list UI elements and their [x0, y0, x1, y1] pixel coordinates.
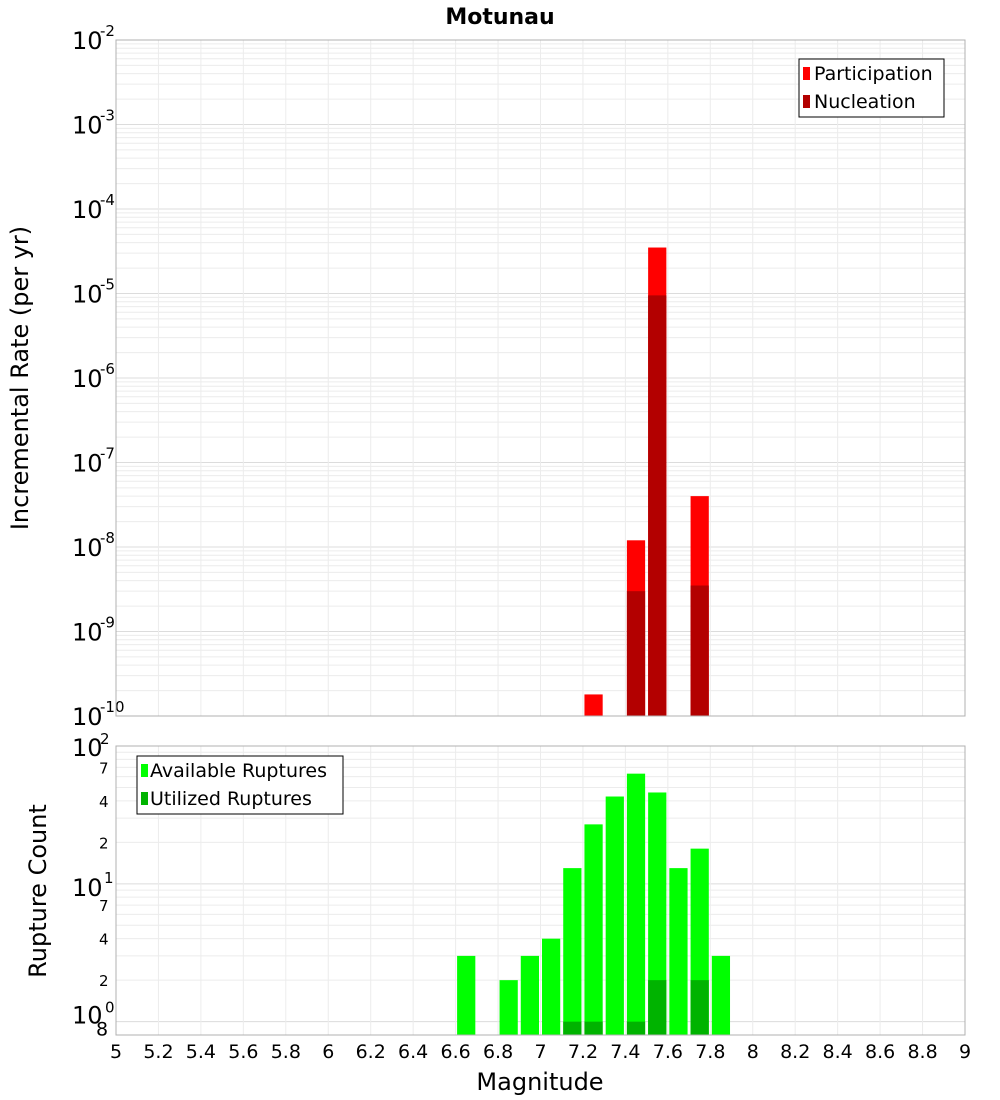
x-tick-label: 6.8: [483, 1041, 513, 1063]
y-tick-base: 10: [72, 281, 103, 309]
y-tick-base: 10: [72, 619, 103, 647]
bar-nucleation: [690, 585, 709, 716]
y-tick-base: 10: [72, 365, 103, 393]
y-tick-exponent: 1: [104, 869, 114, 887]
y-tick-minor: 4: [99, 793, 109, 811]
legend-swatch-utilized: [141, 792, 148, 805]
x-tick-label: 6.2: [356, 1041, 386, 1063]
x-tick-label: 6.6: [440, 1041, 470, 1063]
bar-available: [669, 868, 688, 1035]
bar-utilized: [584, 1021, 603, 1035]
x-tick-label: 8.4: [823, 1041, 853, 1063]
bar-available: [457, 955, 476, 1035]
bar-available: [520, 955, 539, 1035]
legend-label-nucleation: Nucleation: [814, 91, 916, 113]
y-tick-minor: 7: [99, 897, 109, 915]
bar-utilized: [563, 1021, 582, 1035]
y-tick-base: 10: [72, 196, 103, 224]
top-legend: Participation Nucleation: [798, 58, 945, 118]
bar-available: [626, 773, 646, 1035]
bar-utilized: [690, 980, 709, 1035]
bar-nucleation: [626, 591, 646, 716]
bar-available: [499, 980, 518, 1035]
y-tick-base: 10: [72, 450, 103, 478]
bar-utilized: [648, 980, 667, 1035]
bar-utilized: [626, 1021, 646, 1035]
bar-available: [605, 796, 624, 1035]
y-tick-minor: 2: [99, 834, 109, 852]
y-tick-exponent: -7: [100, 445, 115, 463]
x-tick-label: 7.6: [653, 1041, 683, 1063]
y-tick-exponent: 2: [100, 730, 110, 748]
top-y-axis-label: Incremental Rate (per yr): [6, 226, 34, 530]
y-tick-base: 10: [72, 1002, 103, 1030]
x-tick-label: 7: [534, 1041, 546, 1063]
x-tick-label: 8.6: [865, 1041, 895, 1063]
x-tick-label: 7.4: [610, 1041, 640, 1063]
legend-label-participation: Participation: [814, 63, 933, 85]
bottom-legend: Available Ruptures Utilized Ruptures: [136, 755, 344, 815]
y-tick-exponent: -2: [100, 22, 115, 40]
x-tick-label: 6: [322, 1041, 334, 1063]
y-tick-base: 10: [72, 874, 103, 902]
top-bars: [584, 247, 709, 716]
bottom-legend-box: [136, 755, 344, 815]
top-legend-box: [798, 58, 945, 118]
bottom-y-axis-label: Rupture Count: [24, 804, 52, 978]
x-tick-label: 7.2: [568, 1041, 598, 1063]
y-tick-exponent: -10: [100, 698, 125, 716]
bar-available: [584, 824, 603, 1035]
y-tick-exponent: 0: [105, 999, 115, 1017]
x-tick-label: 7.8: [695, 1041, 725, 1063]
bar-available: [563, 868, 582, 1035]
legend-swatch-available: [141, 764, 148, 777]
y-tick-exponent: -9: [100, 614, 115, 632]
x-tick-label: 5: [110, 1041, 122, 1063]
y-tick-exponent: -8: [100, 529, 115, 547]
y-tick-base: 10: [72, 734, 103, 762]
x-tick-label: 9: [959, 1041, 971, 1063]
x-tick-labels: 5 5.2 5.4 5.6 5.8 6 6.2 6.4 6.6 6.8 7 7.2 7.4 7.6 7.8 8…: [110, 1041, 971, 1063]
chart-title: Motunau: [445, 5, 554, 30]
x-tick-label: 8: [747, 1041, 759, 1063]
bar-available: [648, 792, 667, 1035]
y-tick-minor: 2: [99, 972, 109, 990]
x-tick-label: 6.4: [398, 1041, 428, 1063]
bottom-bars: [457, 773, 731, 1035]
legend-swatch-participation: [803, 67, 810, 80]
x-tick-label: 5.4: [186, 1041, 216, 1063]
y-tick-base: 10: [72, 703, 103, 731]
legend-label-available: Available Ruptures: [150, 760, 327, 782]
y-tick-base: 10: [72, 534, 103, 562]
x-tick-label: 5.6: [228, 1041, 258, 1063]
y-tick-minor: 7: [99, 759, 109, 777]
y-tick-base: 10: [72, 27, 103, 55]
top-gridlines: [115, 40, 966, 717]
bar-available: [542, 938, 561, 1035]
y-tick-exponent: -5: [100, 276, 115, 294]
legend-swatch-nucleation: [803, 95, 810, 108]
y-tick-exponent: -3: [100, 107, 115, 125]
y-tick-base: 10: [72, 112, 103, 140]
y-tick-minor: 4: [99, 931, 109, 949]
x-axis-label: Magnitude: [476, 1068, 603, 1096]
x-tick-label: 5.8: [271, 1041, 301, 1063]
y-tick-exponent: -4: [100, 191, 115, 209]
y-tick-exponent: -6: [100, 360, 115, 378]
x-tick-label: 8.8: [907, 1041, 937, 1063]
y-tick-minor: 8: [96, 1019, 108, 1041]
bar-available: [711, 955, 731, 1035]
x-tick-label: 8.2: [780, 1041, 810, 1063]
bar-nucleation: [648, 295, 667, 716]
x-tick-label: 5.2: [143, 1041, 173, 1063]
bar-participation: [584, 694, 603, 716]
legend-label-utilized: Utilized Ruptures: [150, 788, 312, 810]
